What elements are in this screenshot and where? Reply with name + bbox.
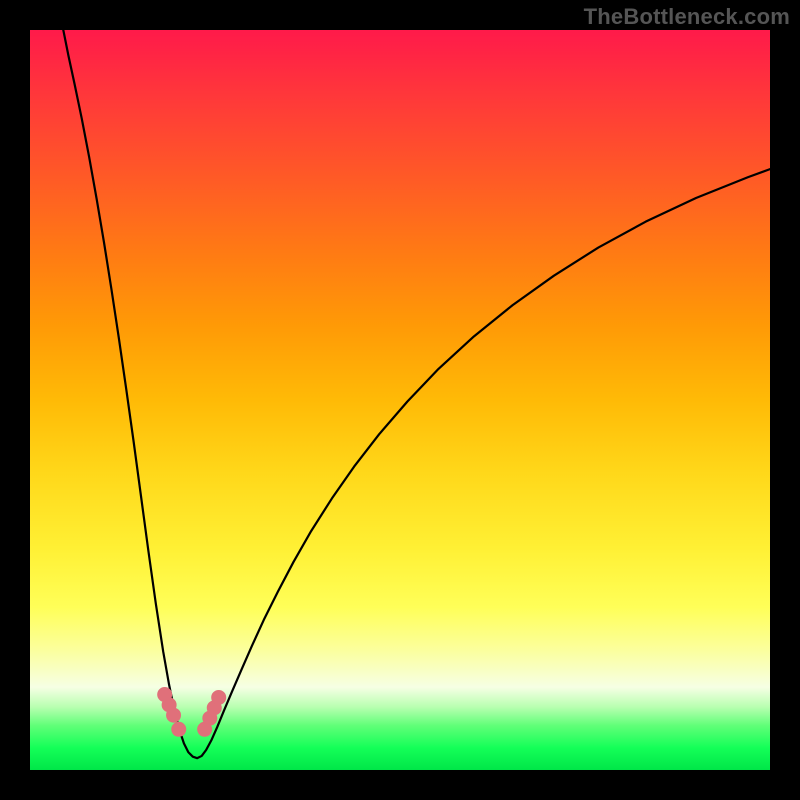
plot-svg xyxy=(30,30,770,770)
watermark-text: TheBottleneck.com xyxy=(584,4,790,30)
marker-point xyxy=(167,708,181,722)
chart-frame: TheBottleneck.com xyxy=(0,0,800,800)
marker-point xyxy=(212,690,226,704)
marker-point xyxy=(172,722,186,736)
bottleneck-curve-plot xyxy=(30,30,770,770)
gradient-background xyxy=(30,30,770,770)
